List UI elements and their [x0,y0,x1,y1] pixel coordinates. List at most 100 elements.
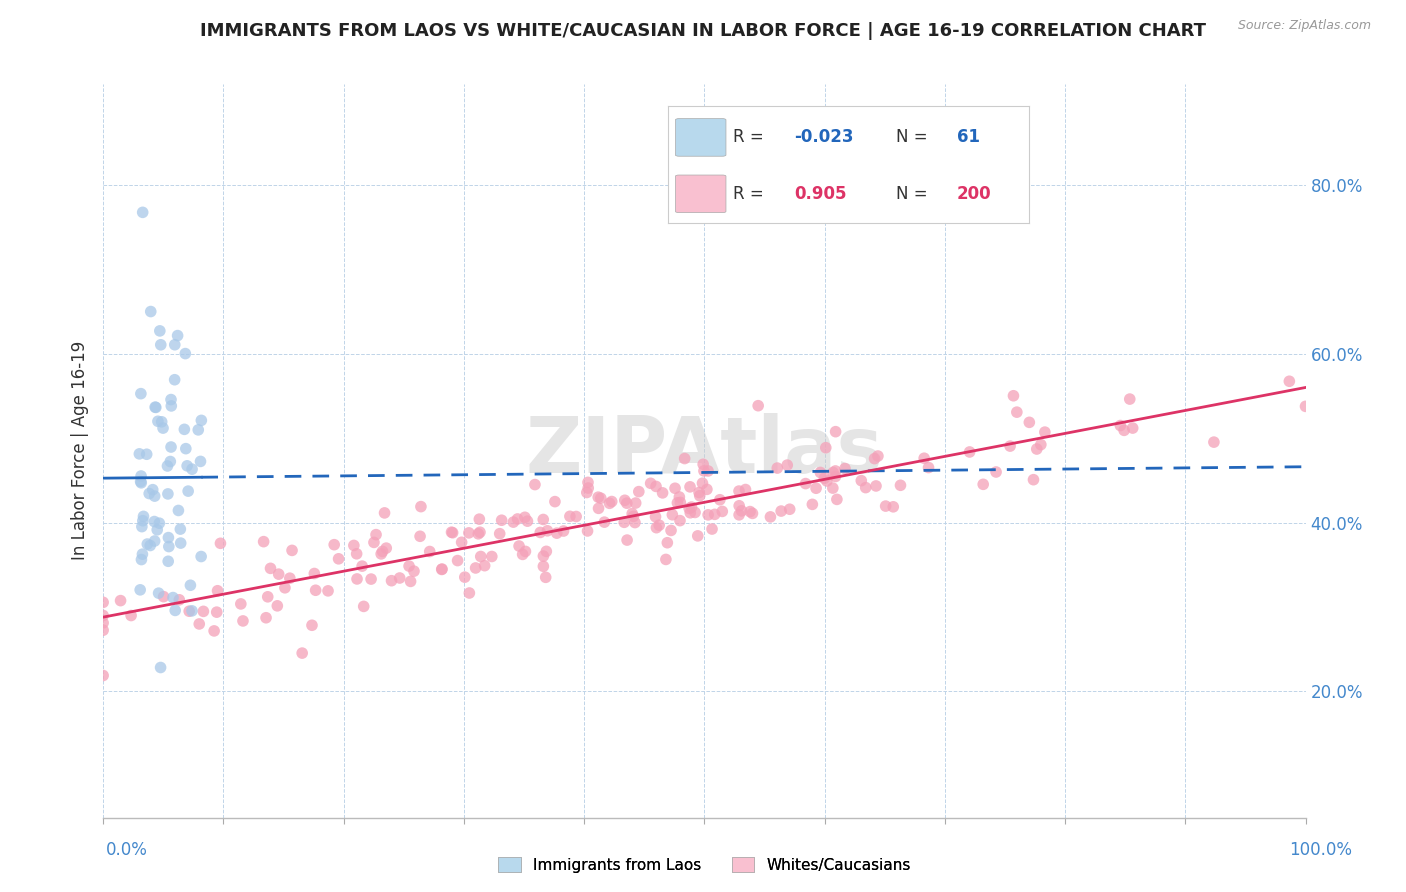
Point [1278,374,1301,388]
Point [709,492,731,507]
Point [804,481,827,495]
Point [1109,418,1132,433]
Point [91,624,114,638]
Point [824,469,846,483]
Point [91,595,114,609]
Point [316,583,339,598]
Point [328,551,350,566]
Point [613,516,636,530]
Point [190,454,212,468]
Point [409,500,432,514]
Point [441,525,464,540]
Point [697,464,720,478]
Point [1018,415,1040,429]
Point [866,449,889,463]
Point [138,486,160,500]
Point [132,509,155,524]
Point [703,508,725,522]
Point [190,549,212,564]
Point [398,559,420,574]
Point [534,570,557,584]
Point [156,458,179,473]
Point [174,442,197,456]
Point [666,496,689,510]
Point [738,505,761,519]
Point [129,386,152,401]
Point [176,458,198,473]
Point [252,534,274,549]
Point [131,205,153,219]
Point [770,504,793,518]
Point [815,474,838,488]
Point [576,524,599,538]
Point [825,492,848,507]
Point [143,515,166,529]
Point [181,462,204,476]
Point [576,481,599,495]
Point [399,574,422,589]
Point [728,499,751,513]
Text: Source: ZipAtlas.com: Source: ZipAtlas.com [1237,19,1371,31]
Point [686,529,709,543]
Point [474,558,496,573]
Point [129,469,152,483]
Point [759,509,782,524]
Point [209,536,232,550]
Point [669,495,692,509]
Point [1022,473,1045,487]
Point [162,591,184,605]
Point [801,497,824,511]
Point [464,561,486,575]
Point [129,582,152,597]
Point [659,524,682,538]
Point [531,512,554,526]
Point [146,414,169,428]
Point [613,493,636,508]
Point [536,544,558,558]
Point [274,581,297,595]
Point [681,500,703,514]
Point [808,466,831,480]
Point [281,543,304,558]
Text: 0.0%: 0.0% [105,840,148,858]
Point [814,441,837,455]
Point [531,549,554,563]
Point [508,539,530,553]
Point [145,401,167,415]
Point [205,605,228,619]
Point [149,324,172,338]
Point [169,592,191,607]
Point [696,483,718,497]
Point [875,499,897,513]
Point [776,458,799,472]
Point [304,583,326,598]
Point [912,451,935,466]
Point [159,454,181,468]
Point [648,518,671,533]
Point [593,515,616,529]
Point [855,481,877,495]
Point [91,615,114,630]
Point [256,590,278,604]
Point [823,466,845,480]
Point [174,346,197,360]
Point [794,476,817,491]
Point [984,465,1007,479]
Point [468,512,491,526]
Point [143,534,166,549]
Point [152,590,174,604]
Point [741,507,763,521]
Point [163,337,186,351]
Point [506,512,529,526]
Point [132,514,155,528]
Point [187,423,209,437]
Point [553,524,575,538]
Point [824,425,846,439]
Point [616,533,638,547]
Point [323,538,346,552]
Point [91,608,114,623]
Point [516,514,538,528]
Point [143,489,166,503]
Point [600,494,623,508]
Point [645,479,668,493]
